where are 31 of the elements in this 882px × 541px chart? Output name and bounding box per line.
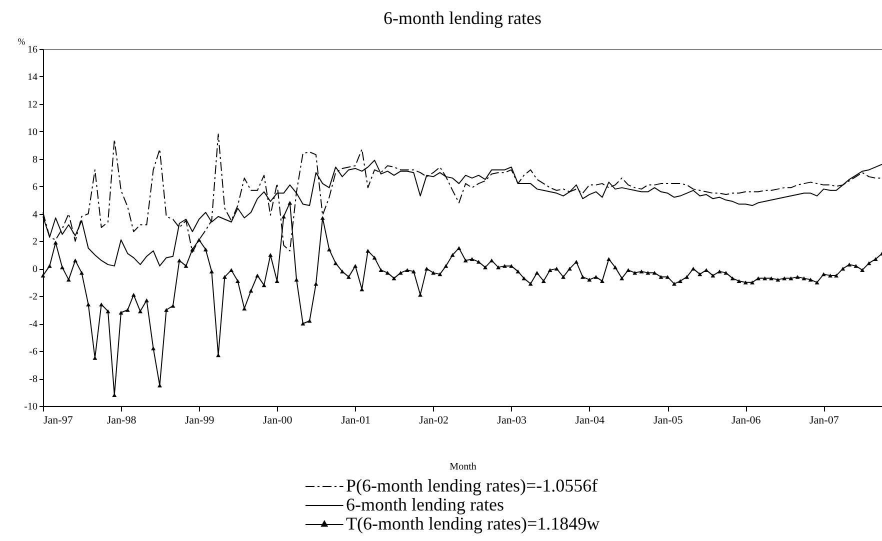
- x-tick-label: Jan-02: [419, 414, 448, 426]
- y-tick-label: -8: [29, 374, 38, 386]
- x-axis-title: Month: [450, 462, 476, 472]
- y-tick-label: 2: [32, 236, 38, 248]
- y-tick-label: -4: [29, 319, 38, 330]
- legend-label: 6-month lending rates: [346, 494, 504, 514]
- y-tick-label: -6: [29, 346, 38, 358]
- y-tick-label: 4: [32, 209, 38, 220]
- legend-label: T(6-month lending rates)=1.1849w: [346, 514, 600, 534]
- legend-label: P(6-month lending rates)=-1.0556f: [346, 476, 598, 496]
- x-tick-label: Jan-03: [497, 414, 528, 426]
- y-tick-label: 14: [28, 72, 38, 83]
- x-tick-label: Jan-00: [262, 414, 293, 426]
- y-tick-label: 0: [32, 264, 38, 276]
- x-tick-label: Jan-04: [575, 414, 606, 426]
- y-tick-label: 6: [32, 182, 38, 193]
- y-tick-label: 10: [28, 126, 38, 138]
- x-tick-label: Jan-01: [341, 414, 370, 426]
- x-tick-label: Jan-06: [731, 414, 762, 426]
- y-tick-label: -10: [24, 402, 38, 412]
- y-tick-label: 8: [32, 154, 38, 166]
- y-tick-label: 12: [28, 99, 38, 110]
- x-tick-label: Jan-97: [44, 414, 74, 426]
- x-tick-label: Jan-99: [184, 414, 215, 426]
- y-axis-title: %: [18, 36, 26, 46]
- x-tick-label: Jan-98: [106, 414, 137, 426]
- y-tick-label: 16: [28, 44, 38, 56]
- y-tick-label: -2: [29, 292, 38, 303]
- x-tick-label: Jan-07: [809, 414, 840, 426]
- x-tick-label: Jan-05: [653, 414, 684, 426]
- chart-title: 6-month lending rates: [384, 8, 542, 28]
